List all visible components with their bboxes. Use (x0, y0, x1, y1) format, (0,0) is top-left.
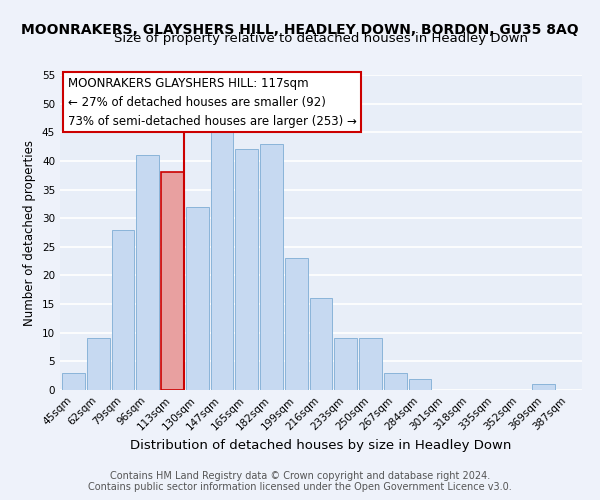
Bar (87, 338, 110, 390)
Bar (310, 298, 332, 390)
X-axis label: Distribution of detached houses by size in Headley Down: Distribution of detached houses by size … (130, 438, 512, 452)
Bar (334, 338, 357, 390)
Bar (260, 144, 283, 390)
Bar (285, 258, 308, 390)
Bar (211, 126, 233, 390)
Bar (112, 230, 134, 390)
Y-axis label: Number of detached properties: Number of detached properties (23, 140, 37, 326)
Text: MOONRAKERS, GLAYSHERS HILL, HEADLEY DOWN, BORDON, GU35 8AQ: MOONRAKERS, GLAYSHERS HILL, HEADLEY DOWN… (21, 22, 579, 36)
Bar (384, 373, 407, 390)
Bar (161, 172, 184, 390)
Bar (235, 150, 258, 390)
Bar (62, 373, 85, 390)
Bar (359, 338, 382, 390)
Bar (409, 378, 431, 390)
Bar (136, 155, 159, 390)
Bar (186, 206, 209, 390)
Text: Contains public sector information licensed under the Open Government Licence v3: Contains public sector information licen… (88, 482, 512, 492)
Bar (532, 384, 555, 390)
Title: Size of property relative to detached houses in Headley Down: Size of property relative to detached ho… (114, 32, 528, 44)
Text: MOONRAKERS GLAYSHERS HILL: 117sqm
← 27% of detached houses are smaller (92)
73% : MOONRAKERS GLAYSHERS HILL: 117sqm ← 27% … (68, 76, 357, 128)
Text: Contains HM Land Registry data © Crown copyright and database right 2024.: Contains HM Land Registry data © Crown c… (110, 471, 490, 481)
